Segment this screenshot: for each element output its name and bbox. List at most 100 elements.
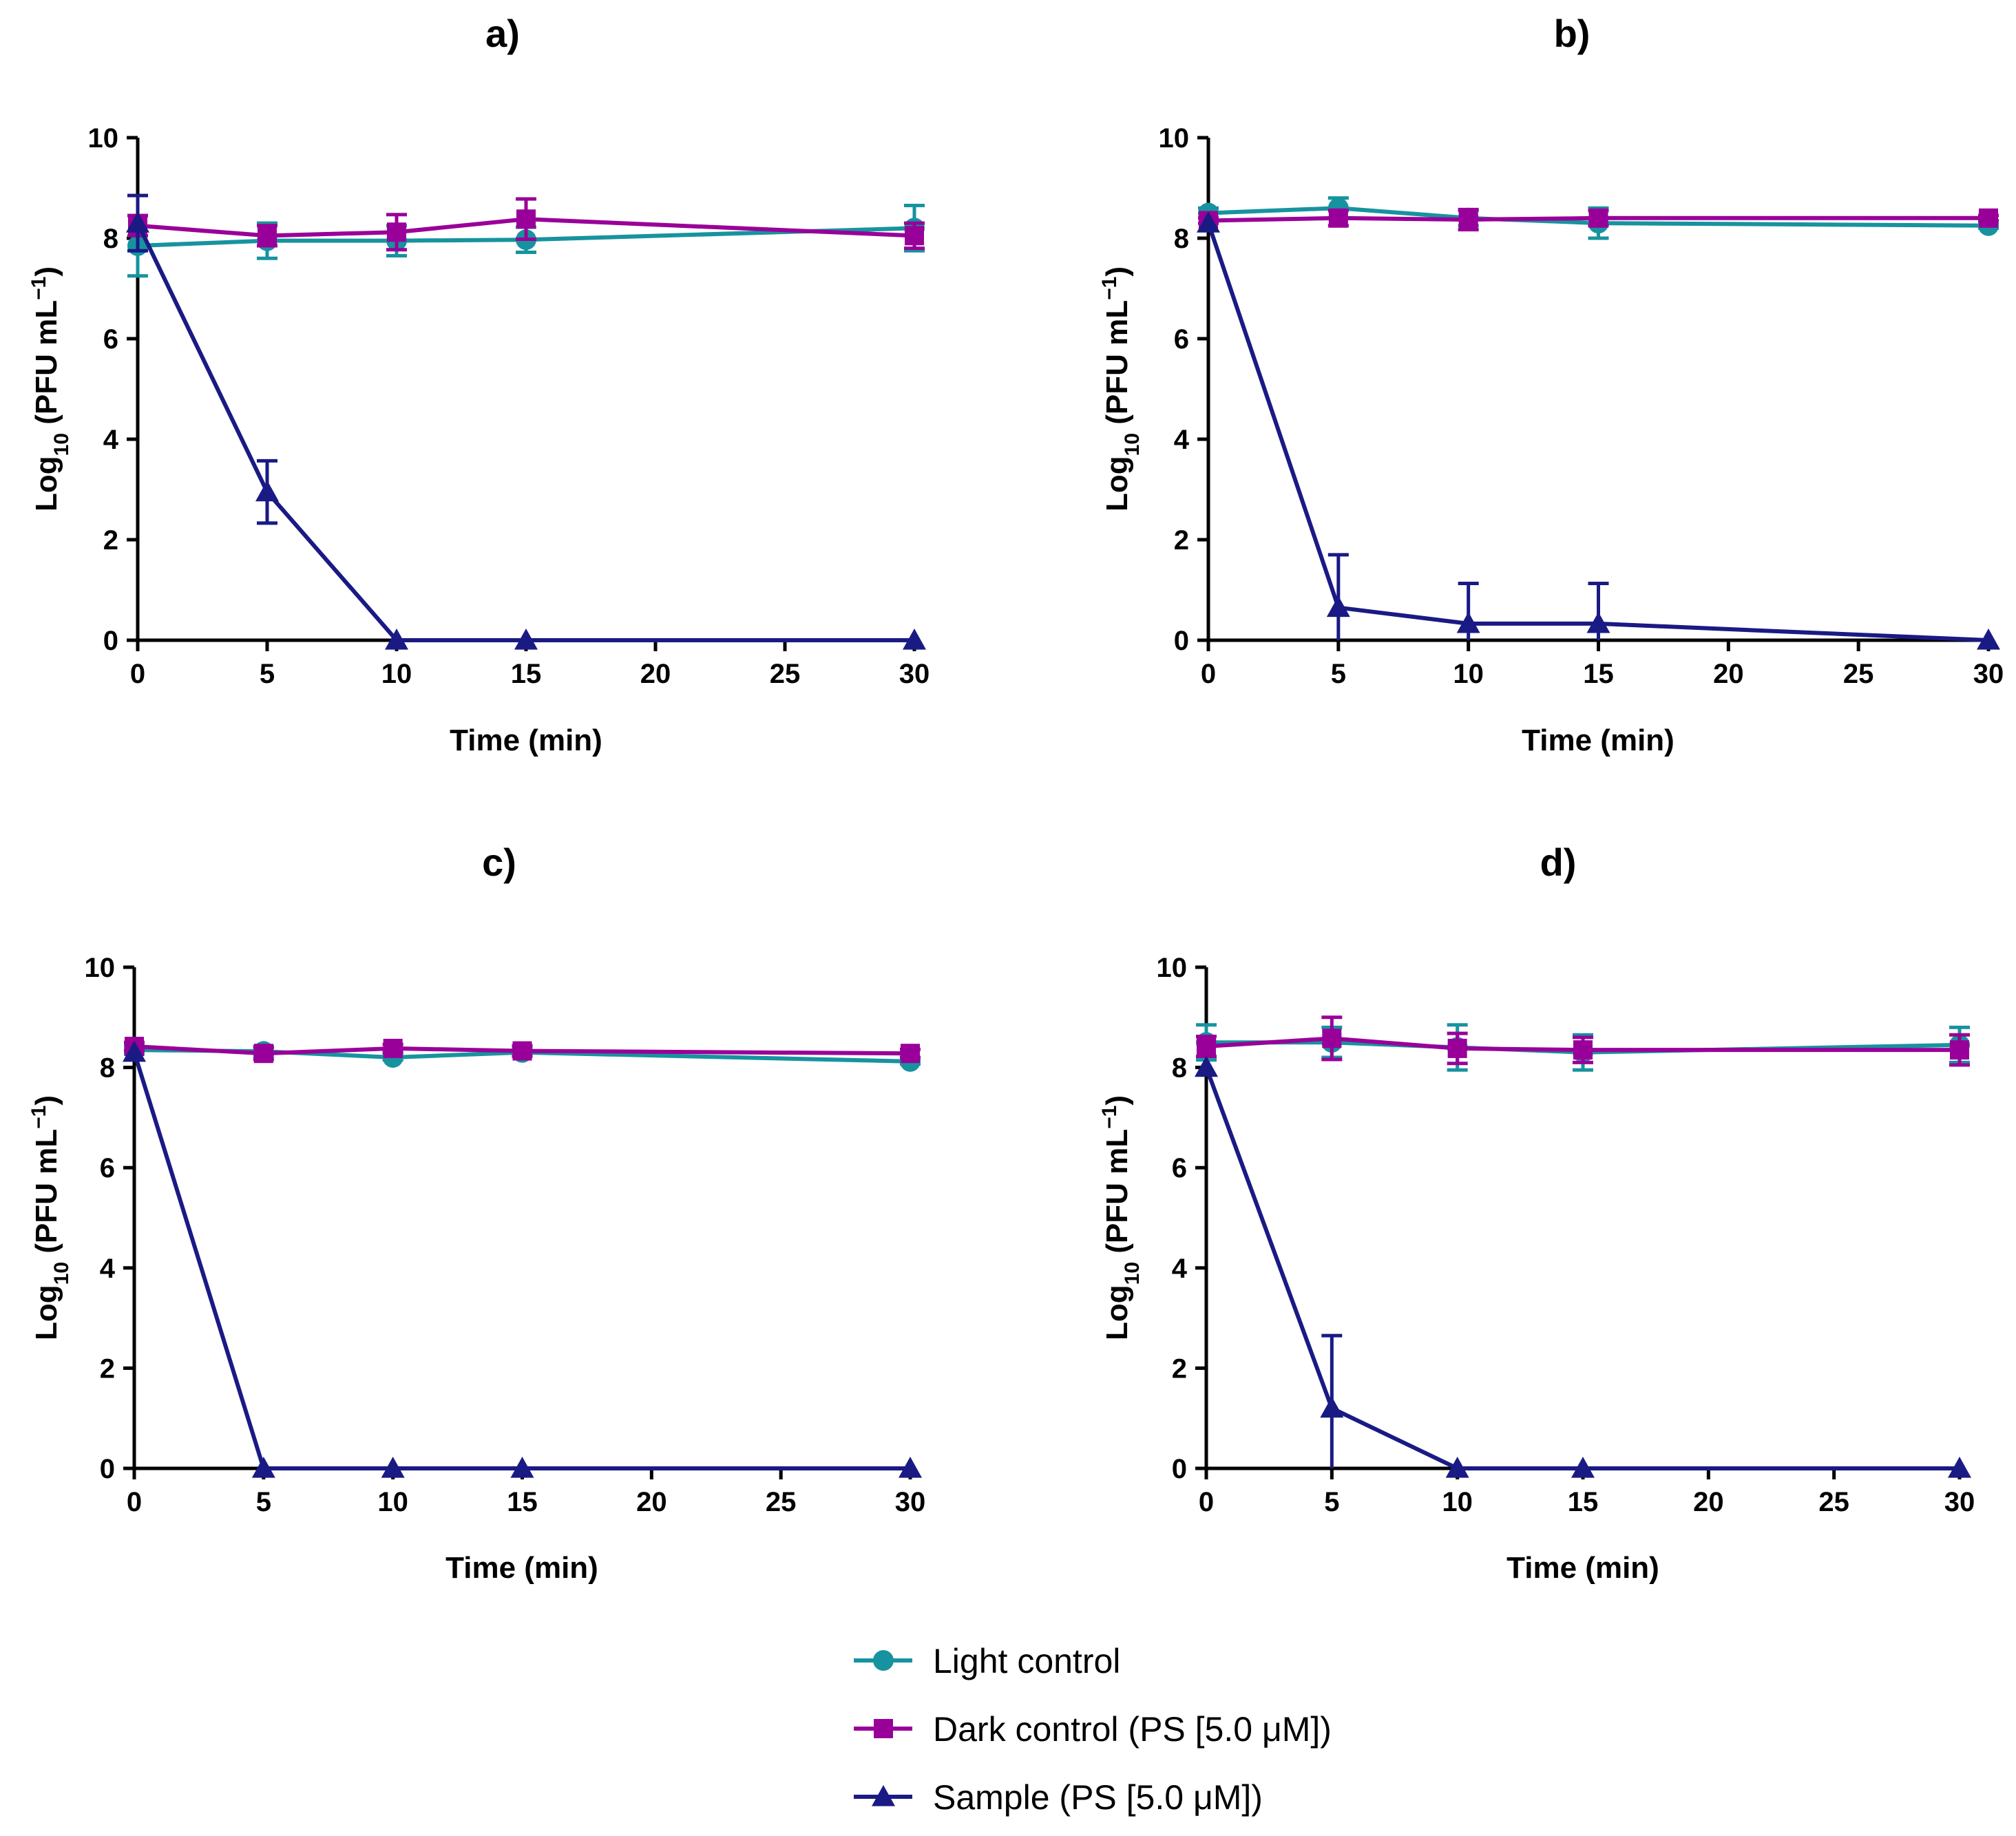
panel-b-sample-point-0 [1197,211,1220,233]
panel-c-x-axis-label: Time (min) [445,1551,598,1585]
panel-c-sample-line [132,1051,910,1470]
panel-b-dark-point-10 [1458,209,1478,229]
panel-d-x-tick-label-0: 0 [1199,1487,1214,1517]
panel-c-sample-point-10 [381,1457,405,1478]
panel-d-sample-point-15 [1571,1457,1595,1478]
panel-d-dark-point-0 [1197,1037,1216,1057]
panel-b-y-tick-label-4: 4 [1174,425,1190,455]
panel-a-sample-line [136,222,914,642]
panel-a-x-tick-label-20: 20 [640,659,671,689]
panel-d-dark-point-30 [1950,1040,1969,1060]
panel-c-y-tick-label-4: 4 [100,1254,116,1284]
panel-a-x-tick-label-15: 15 [511,659,542,689]
panel-d-x-tick-label-10: 10 [1442,1487,1473,1517]
panel-b-y-tick-label-10: 10 [1159,123,1190,154]
panel-c-y-axis-label: Log10 (PFU mL−1) [28,1095,73,1340]
panel-d-dark-point-5 [1322,1028,1342,1048]
panel-c-x-tick-label-0: 0 [127,1487,142,1517]
panel-d-sample-point-10 [1445,1457,1469,1478]
panel-d-x-tick-label-20: 20 [1693,1487,1724,1517]
panel-a-dark-point-10 [387,222,406,242]
panel-d-dark-point-10 [1447,1038,1467,1058]
panel-b-y-tick-label-6: 6 [1174,324,1189,355]
panel-d: d) Time (min) Log10 (PFU mL−1) 0 5 10 15 20 2… [1098,841,1975,1585]
panel-c-y-axis-label-close: ) [30,1095,63,1106]
panel-a-dark-point-15 [516,209,536,229]
panel-b-y-axis-label-sub: 10 [1121,433,1144,456]
panel-b-y-axis-label-close: ) [1100,266,1134,277]
panel-c: c) Time (min) Log10 (PFU mL−1) 0 5 10 15 20 2… [28,841,926,1585]
panel-a-x-tick-label-25: 25 [770,659,801,689]
panel-d-dark-point-15 [1573,1040,1593,1060]
panel-b-x-tick-label-5: 5 [1331,659,1346,689]
panel-b-x-tick-label-30: 30 [1973,659,2004,689]
panel-b-dark-point-5 [1328,208,1348,228]
panel-c-x-tick-label-10: 10 [377,1487,408,1517]
panel-d-x-tick-label-30: 30 [1944,1487,1975,1517]
panel-b-title: b) [1554,12,1590,55]
panel-b-x-tick-label-20: 20 [1713,659,1744,689]
panel-c-sample-point-5 [251,1457,275,1478]
panel-a-x-tick-label-10: 10 [381,659,412,689]
panel-b-y-axis-label: Log10 (PFU mL−1) [1098,266,1144,511]
panel-a-y-tick-label-4: 4 [103,425,119,455]
panel-c-y-tick-label-6: 6 [100,1153,115,1183]
panel-a-sample-point-15 [514,629,538,650]
panel-c-y-axis-label-log: Log [30,1285,63,1340]
panel-a-x-tick-label-30: 30 [899,659,930,689]
panel-d-sample-line [1204,1066,1960,1470]
panel-d-y-tick-label-0: 0 [1172,1454,1187,1484]
panel-b-x-tick-label-15: 15 [1583,659,1614,689]
panel-b-sample-line [1206,222,1989,642]
panel-d-title: d) [1540,841,1577,884]
legend-label-light: Light control [933,1642,1120,1680]
panel-a-sample-point-30 [903,629,926,650]
panel-c-dark-point-5 [253,1044,273,1064]
panel-d-y-axis-label: Log10 (PFU mL−1) [1098,1095,1144,1340]
panel-a: a) Time (min) Log10 (PFU mL−1) 0 5 10 15 20 2… [28,12,930,757]
panel-d-x-axis-label: Time (min) [1506,1551,1659,1585]
legend-item-dark: Dark control (PS [5.0 μM]) [854,1710,1332,1749]
panel-c-x-tick-label-5: 5 [256,1487,271,1517]
panel-b-x-axis-label: Time (min) [1522,724,1674,757]
panel-b-dark-point-30 [1979,208,1998,228]
panel-a-y-tick-label-6: 6 [103,324,118,355]
panel-a-x-tick-label-5: 5 [260,659,275,689]
panel-d-x-tick-label-25: 25 [1818,1487,1849,1517]
panel-d-y-axis-label-unit: (PFU mL [1100,1129,1134,1262]
panel-b: b) Time (min) Log10 (PFU mL−1) 0 5 10 15 20 2… [1098,12,2004,757]
panel-c-x-tick-label-20: 20 [636,1487,667,1517]
panel-b-sample-point-15 [1586,611,1610,633]
panel-d-y-axis-label-log: Log [1100,1285,1134,1340]
panel-c-y-tick-label-2: 2 [100,1353,115,1384]
panel-a-y-tick-label-10: 10 [88,123,119,154]
panel-a-y-axis-label-sup: −1 [28,277,50,300]
panel-d-y-tick-label-8: 8 [1172,1053,1187,1084]
panel-c-dark-point-15 [512,1041,532,1061]
panel-d-y-axis-label-sub: 10 [1121,1262,1144,1285]
panel-a-dark-point-30 [905,226,924,246]
panel-b-y-tick-label-0: 0 [1174,626,1189,656]
panel-c-dark-point-30 [901,1044,920,1064]
panel-c-title: c) [482,841,516,884]
panel-c-y-axis-label-sup: −1 [28,1106,50,1129]
panel-d-y-axis-label-close: ) [1100,1095,1134,1106]
panel-b-y-tick-label-8: 8 [1174,224,1189,254]
panel-c-sample-point-30 [899,1457,922,1478]
legend: Light control Dark control (PS [5.0 μM])… [854,1642,1332,1817]
panel-d-sample-point-5 [1320,1396,1344,1418]
panel-a-sample-point-5 [255,480,279,502]
legend-label-dark: Dark control (PS [5.0 μM]) [933,1710,1332,1749]
legend-sample-marker [872,1785,895,1806]
panel-a-y-axis-label-sub: 10 [50,433,73,456]
panel-c-y-tick-label-8: 8 [100,1053,115,1084]
panel-b-sample-point-5 [1326,595,1350,618]
panel-b-x-tick-label-0: 0 [1201,659,1216,689]
panel-b-y-axis-label-unit: (PFU mL [1100,300,1134,433]
panel-a-y-tick-label-8: 8 [103,224,118,254]
panel-b-x-tick-label-25: 25 [1843,659,1874,689]
panel-a-x-tick-label-0: 0 [130,659,145,689]
panel-a-title: a) [485,12,520,55]
panel-a-sample-point-10 [385,629,408,650]
